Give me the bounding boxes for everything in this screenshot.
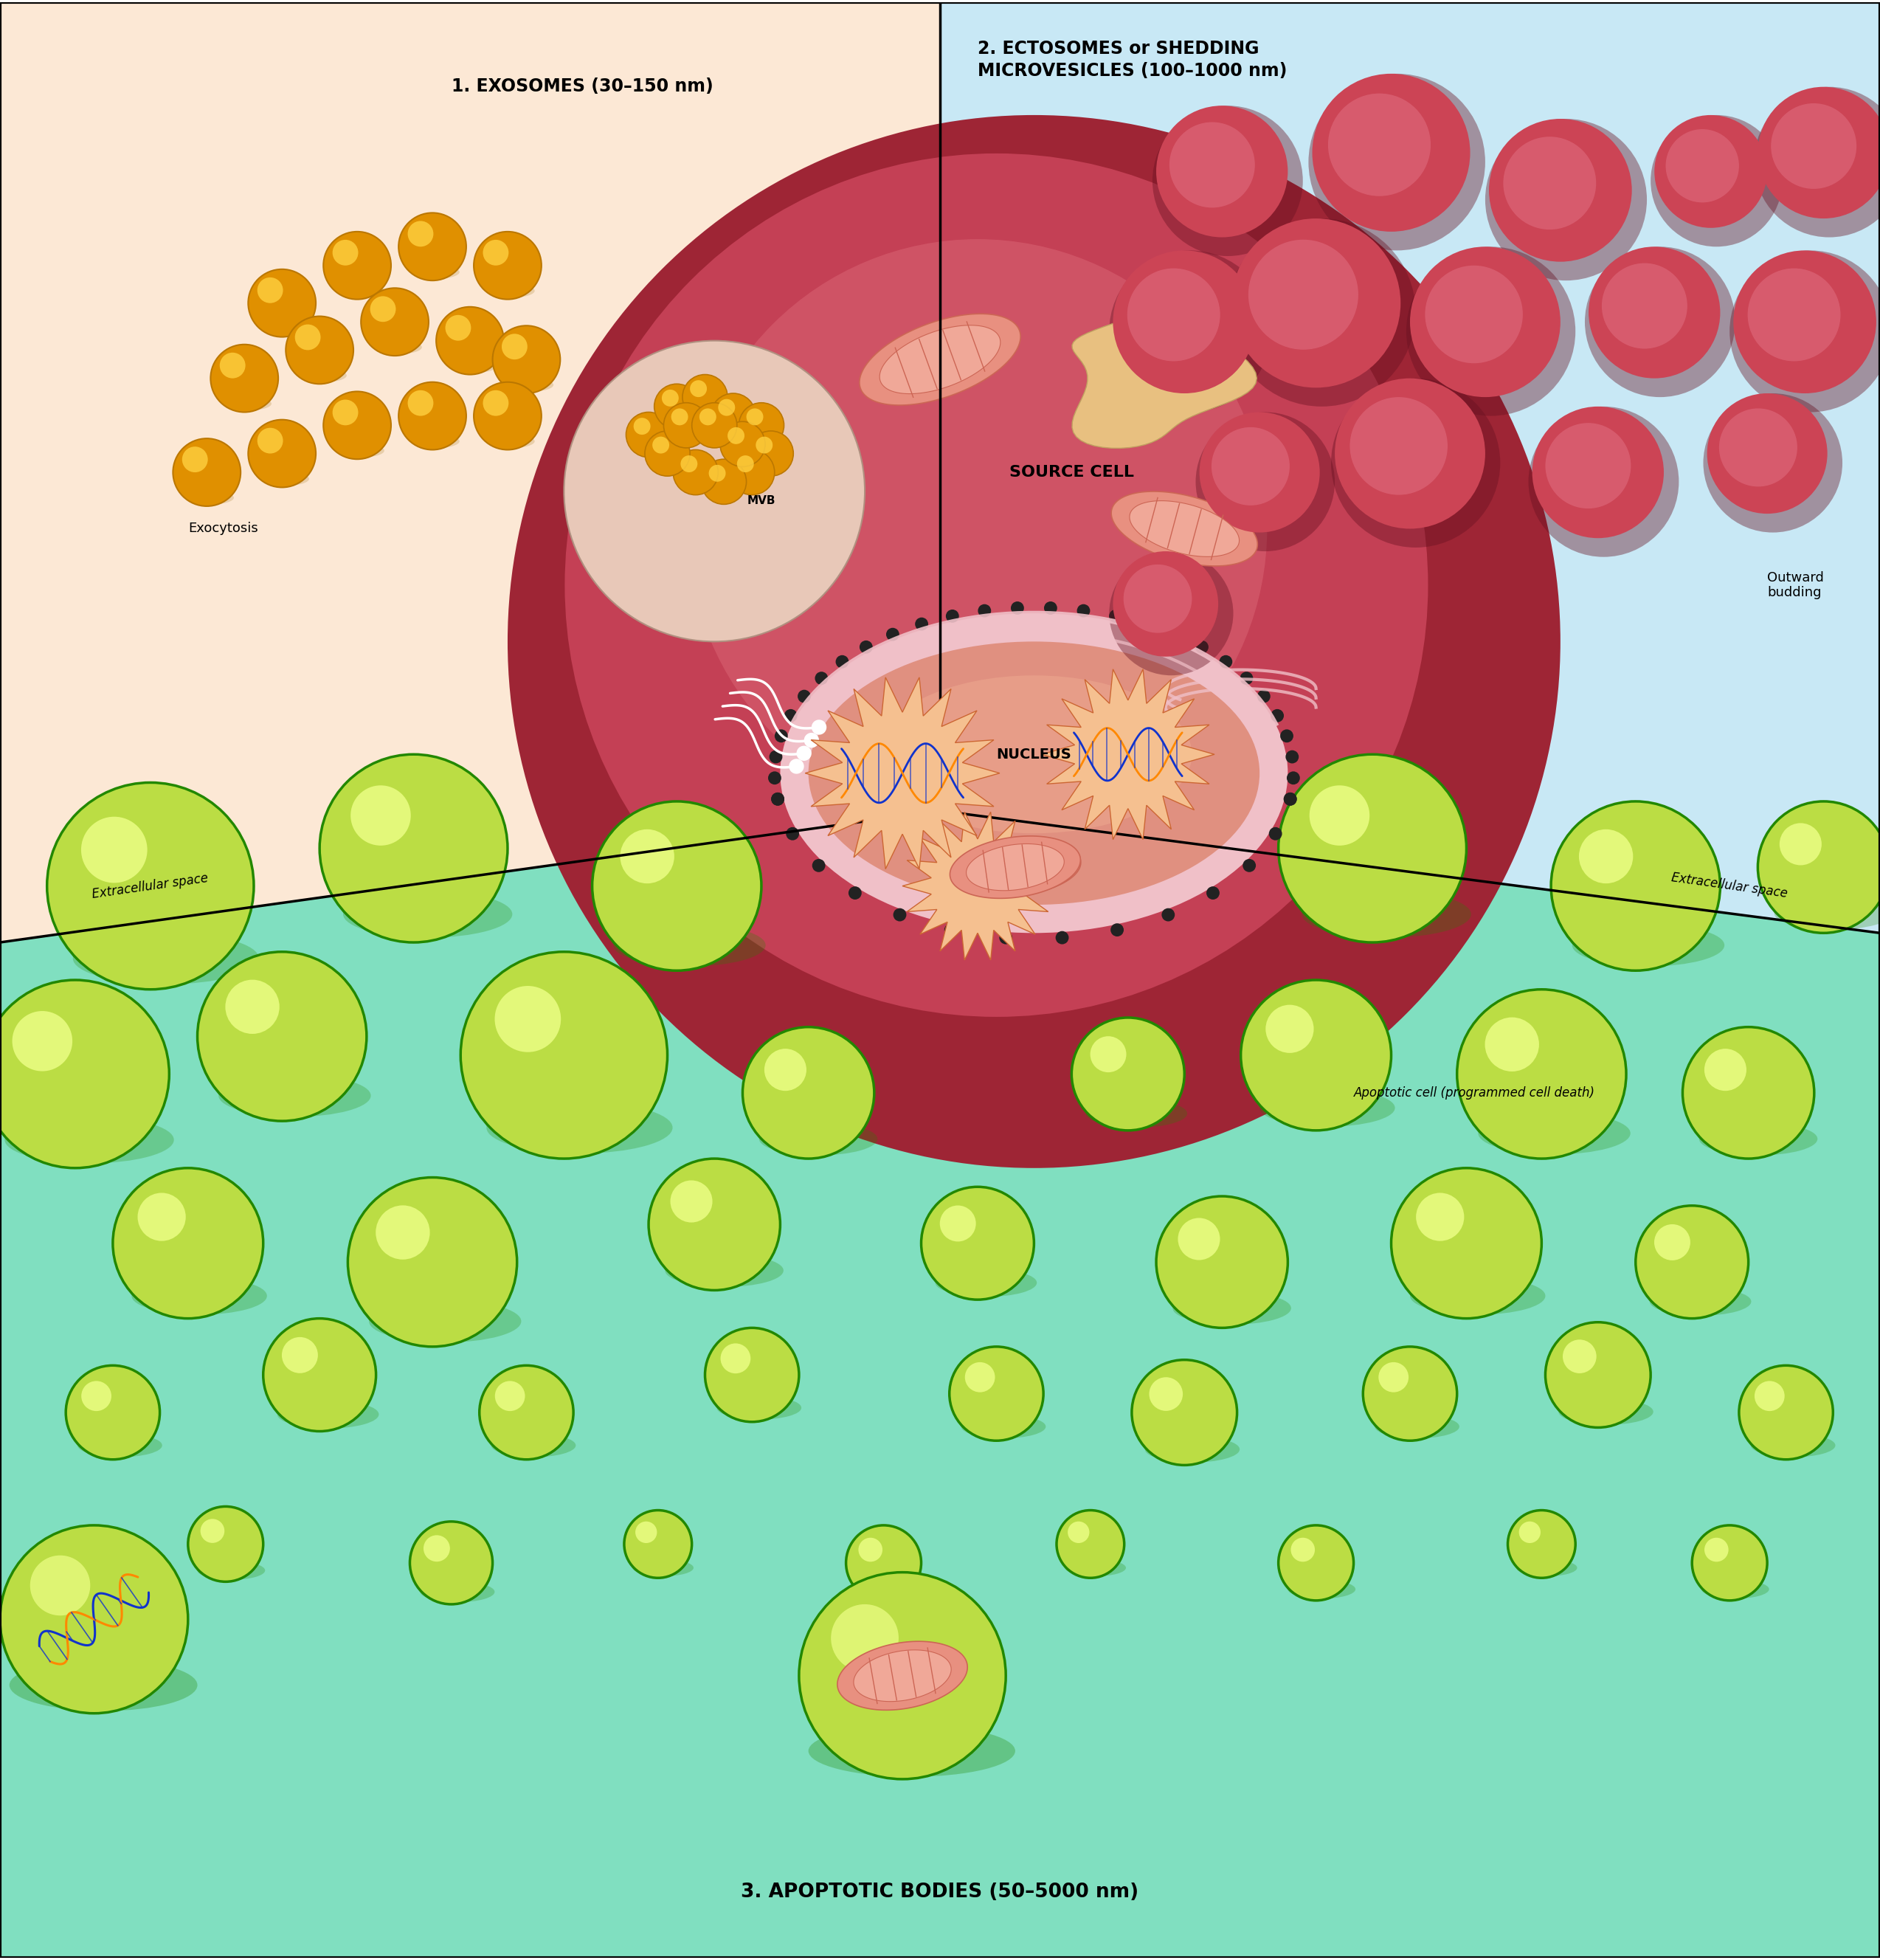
Circle shape [399, 214, 466, 280]
Circle shape [1109, 610, 1122, 623]
Circle shape [1278, 755, 1466, 943]
Circle shape [1152, 106, 1303, 257]
Circle shape [137, 1194, 186, 1241]
Ellipse shape [9, 1660, 197, 1711]
Ellipse shape [186, 490, 233, 504]
Circle shape [1196, 641, 1209, 653]
Ellipse shape [808, 1725, 1015, 1778]
Ellipse shape [278, 1399, 380, 1429]
Circle shape [1055, 931, 1068, 945]
Circle shape [626, 412, 671, 457]
Circle shape [11, 1011, 71, 1072]
Ellipse shape [374, 341, 421, 355]
Circle shape [1545, 1323, 1651, 1427]
Circle shape [1308, 74, 1485, 251]
Circle shape [211, 345, 278, 412]
Polygon shape [1072, 308, 1256, 449]
Circle shape [797, 745, 812, 760]
Circle shape [1271, 710, 1284, 721]
Circle shape [483, 239, 509, 265]
Circle shape [771, 792, 784, 806]
Circle shape [220, 353, 246, 378]
Ellipse shape [342, 890, 511, 937]
Circle shape [737, 455, 754, 472]
Ellipse shape [780, 613, 1288, 933]
Circle shape [978, 604, 991, 617]
Circle shape [699, 408, 716, 425]
Circle shape [1196, 412, 1335, 551]
Circle shape [1485, 1017, 1540, 1072]
Circle shape [1308, 786, 1369, 845]
Polygon shape [966, 845, 1064, 888]
Circle shape [786, 827, 799, 841]
Circle shape [1199, 412, 1320, 533]
Circle shape [885, 627, 899, 641]
Circle shape [361, 288, 429, 357]
Ellipse shape [876, 676, 1192, 833]
Circle shape [671, 1180, 713, 1223]
Circle shape [30, 1556, 90, 1615]
Circle shape [399, 382, 466, 449]
Circle shape [1378, 1362, 1408, 1392]
Circle shape [494, 986, 560, 1053]
Circle shape [1231, 218, 1401, 388]
Circle shape [1485, 120, 1647, 280]
Circle shape [634, 417, 650, 435]
Circle shape [1243, 858, 1256, 872]
Circle shape [1156, 106, 1288, 237]
Text: Extracellular space: Extracellular space [92, 872, 209, 902]
Circle shape [1241, 672, 1254, 684]
Ellipse shape [961, 1415, 1045, 1439]
Circle shape [649, 1158, 780, 1290]
Circle shape [1258, 690, 1271, 704]
Circle shape [408, 221, 434, 247]
Ellipse shape [368, 1299, 521, 1343]
Circle shape [1683, 1027, 1814, 1158]
Circle shape [1109, 251, 1271, 412]
Circle shape [493, 325, 560, 394]
Circle shape [1292, 1539, 1314, 1562]
Circle shape [1124, 564, 1192, 633]
Circle shape [814, 672, 827, 684]
Ellipse shape [1478, 1111, 1630, 1154]
Polygon shape [880, 325, 1000, 394]
Circle shape [81, 817, 147, 882]
Text: MVB: MVB [746, 496, 776, 506]
Circle shape [720, 1343, 750, 1374]
Circle shape [1284, 792, 1297, 806]
Ellipse shape [487, 284, 534, 298]
Ellipse shape [261, 472, 308, 486]
Circle shape [1169, 122, 1256, 208]
Text: NUCLEUS: NUCLEUS [996, 747, 1072, 760]
Ellipse shape [132, 1278, 267, 1315]
Circle shape [1109, 551, 1233, 676]
Circle shape [508, 116, 1560, 1168]
Circle shape [859, 641, 872, 653]
Text: Extracellular space: Extracellular space [1671, 872, 1788, 902]
Circle shape [173, 439, 241, 506]
Circle shape [748, 431, 793, 476]
Ellipse shape [412, 265, 459, 278]
Circle shape [1666, 129, 1739, 202]
Circle shape [756, 437, 773, 453]
Ellipse shape [1572, 923, 1724, 966]
Ellipse shape [506, 378, 553, 392]
Ellipse shape [1559, 1399, 1653, 1425]
Circle shape [446, 316, 472, 341]
Circle shape [348, 1178, 517, 1347]
Circle shape [1654, 1225, 1690, 1260]
Text: 1. EXOSOMES (30–150 nm): 1. EXOSOMES (30–150 nm) [451, 78, 713, 96]
Ellipse shape [716, 1396, 801, 1419]
Circle shape [1692, 1525, 1767, 1601]
Circle shape [182, 447, 209, 472]
Circle shape [1703, 394, 1842, 533]
Ellipse shape [1374, 1415, 1459, 1439]
Ellipse shape [1410, 1278, 1545, 1315]
Ellipse shape [1651, 1288, 1752, 1315]
Circle shape [1758, 802, 1880, 933]
Circle shape [502, 333, 528, 359]
Polygon shape [854, 1650, 951, 1701]
Circle shape [47, 782, 254, 990]
Ellipse shape [1173, 1292, 1292, 1325]
